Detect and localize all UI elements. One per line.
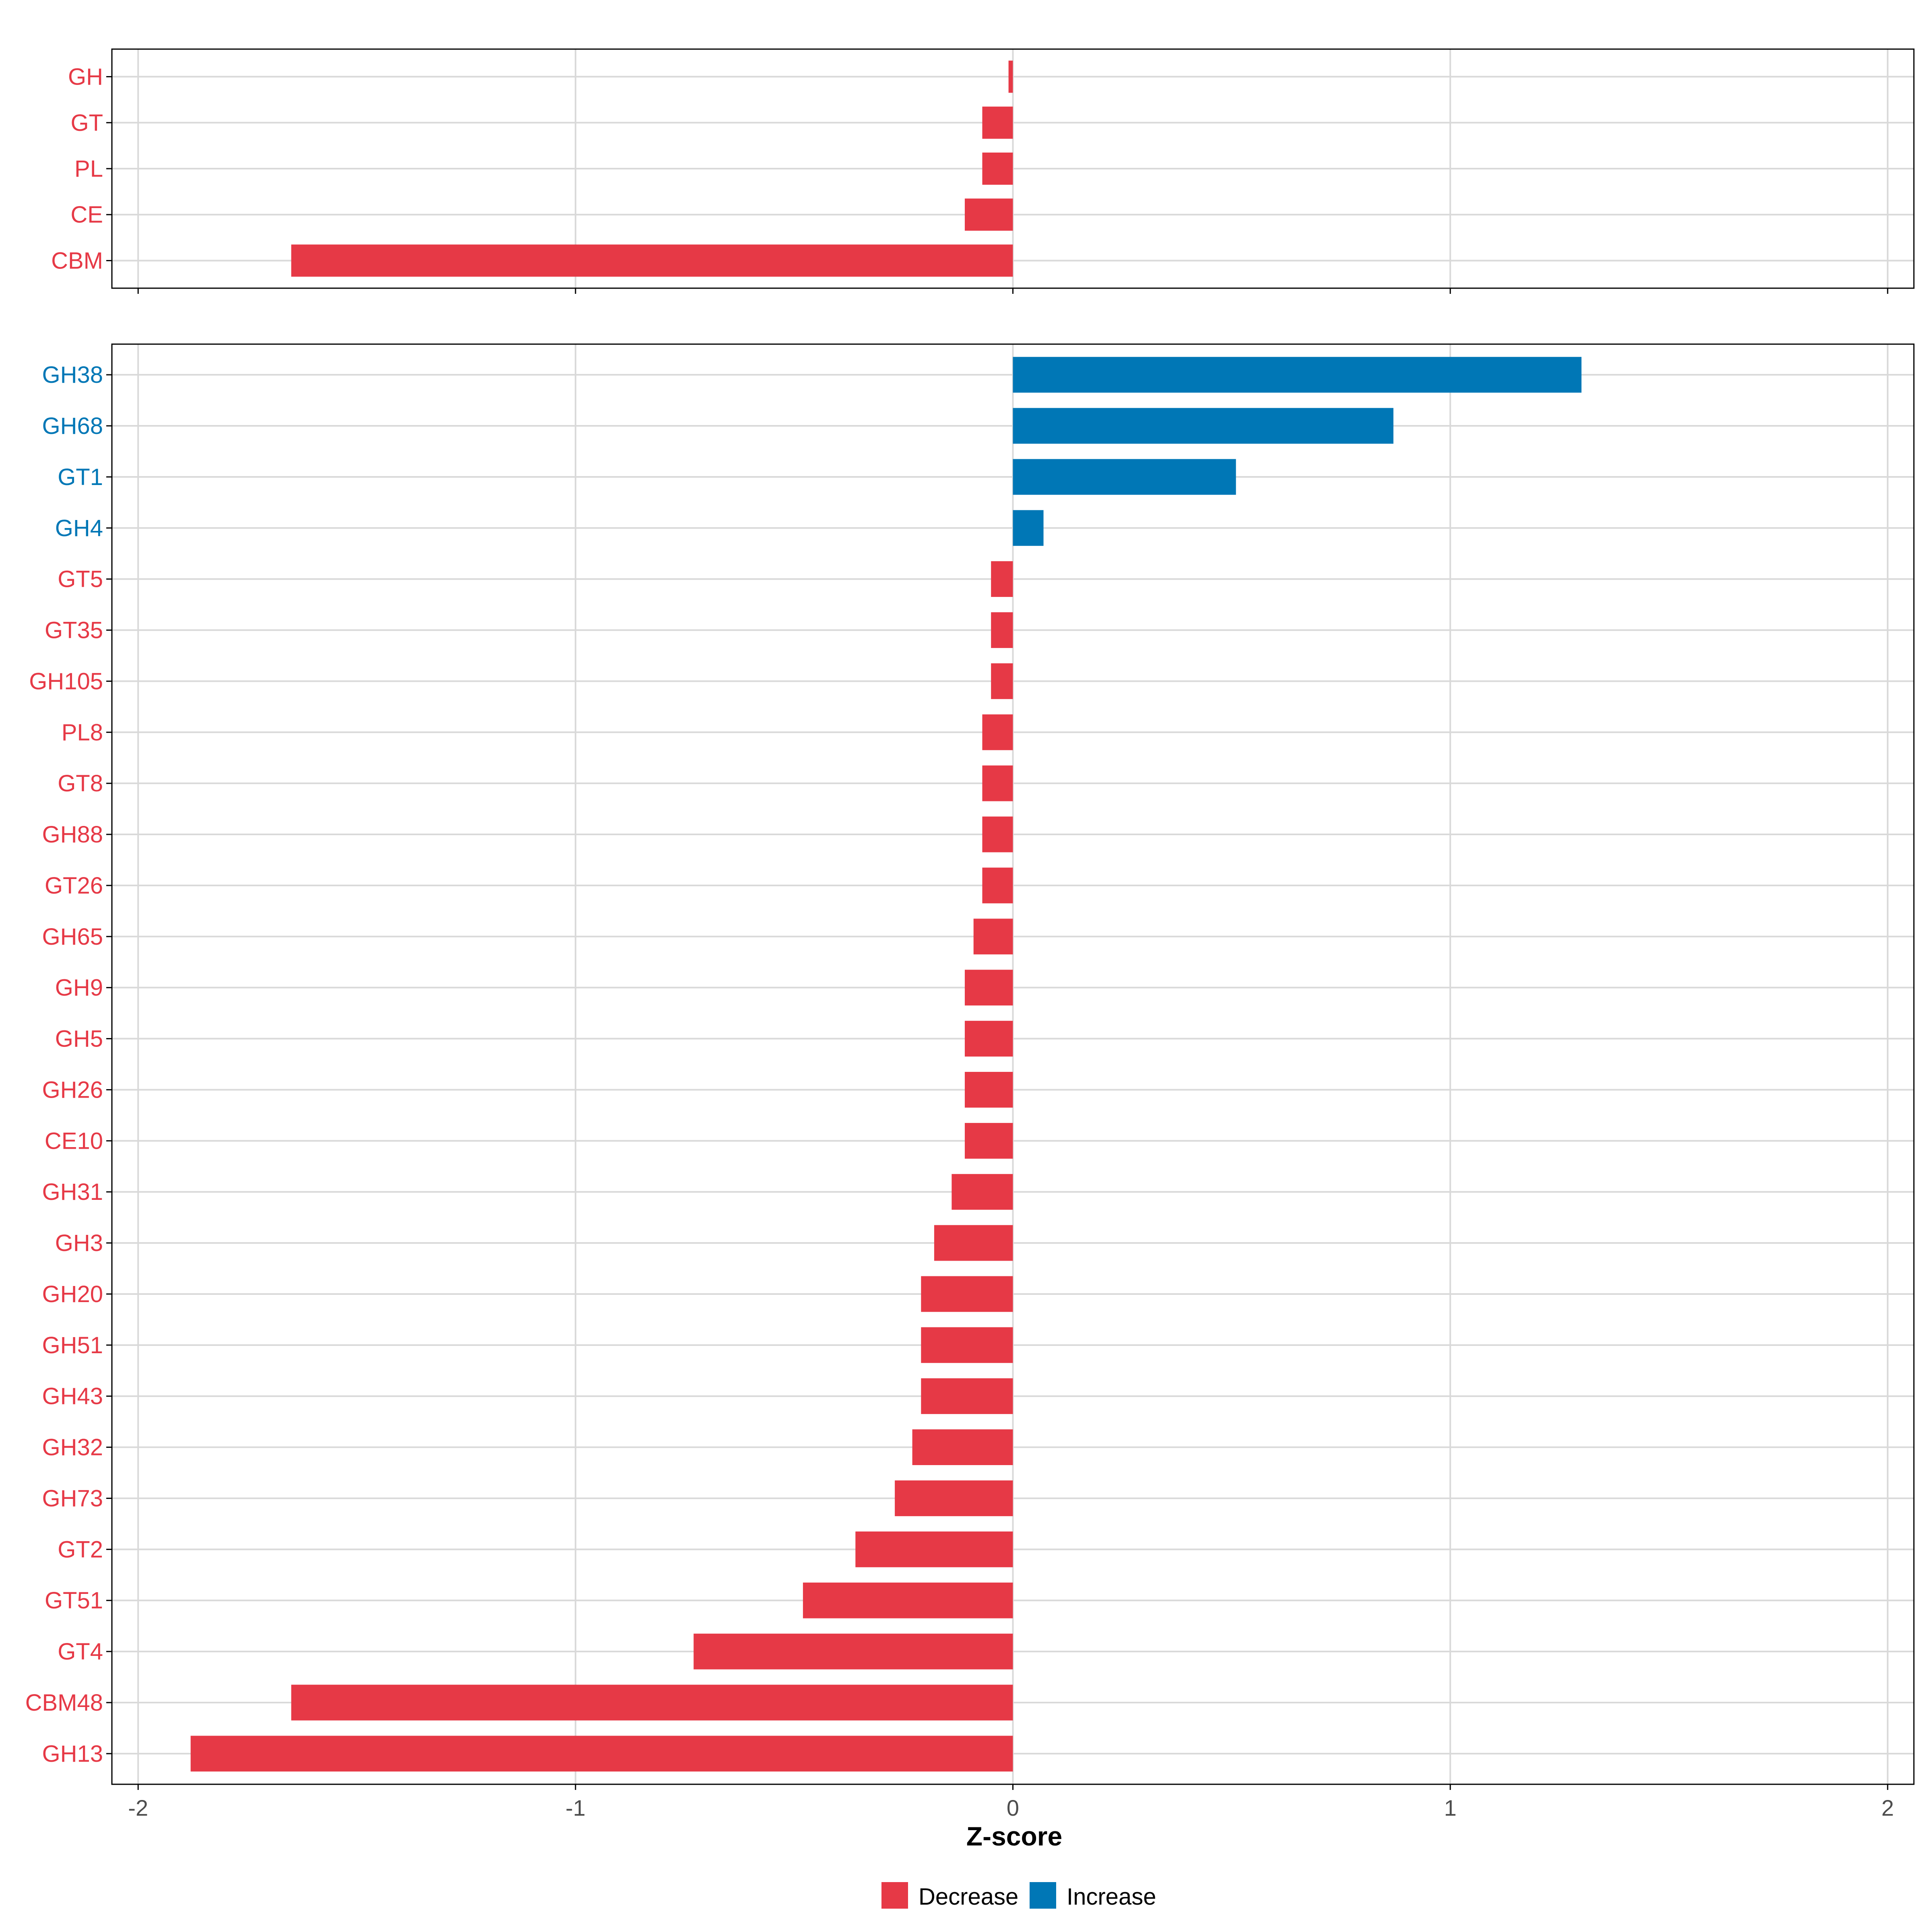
bar-cbm <box>291 244 1013 277</box>
bar-gh13 <box>190 1736 1013 1772</box>
y-label-gt8: GT8 <box>58 770 103 797</box>
y-label-gh105: GH105 <box>29 668 103 694</box>
x-axis-title: Z-score <box>966 1821 1062 1851</box>
y-label-gh31: GH31 <box>42 1179 103 1205</box>
y-label-gh9: GH9 <box>55 975 103 1001</box>
bar-gt51 <box>803 1582 1013 1618</box>
y-label-ce10: CE10 <box>45 1128 103 1154</box>
bar-gh73 <box>895 1480 1013 1516</box>
bottom-panel: GH38 GH68 GT1 GH4 GT5 GT35 GH105 PL8 GT8 GH88 GT26… <box>25 343 1915 1821</box>
top-panel: GH GT PL CE CBM <box>51 48 1915 294</box>
y-label-cbm48: CBM48 <box>25 1690 103 1716</box>
bar-ce10 <box>964 1123 1013 1159</box>
bar-gt4 <box>694 1633 1013 1670</box>
y-label-gh20: GH20 <box>42 1281 103 1307</box>
bar-gt1 <box>1013 459 1236 495</box>
y-label-gh68: GH68 <box>42 413 103 439</box>
bar-gh31 <box>952 1174 1013 1210</box>
y-label-pl: PL <box>74 156 103 182</box>
y-label-ce: CE <box>70 202 103 228</box>
y-label-gh3: GH3 <box>55 1230 103 1256</box>
bar-gh38 <box>1013 357 1582 393</box>
y-label-gt26: GT26 <box>45 873 103 899</box>
legend-swatch-decrease <box>881 1882 908 1909</box>
y-label-gh65: GH65 <box>42 924 103 950</box>
x-tick-label: 0 <box>1007 1795 1019 1821</box>
y-label-gt4: GT4 <box>58 1639 103 1665</box>
bar-ce <box>964 198 1013 231</box>
y-label-gh88: GH88 <box>42 822 103 848</box>
y-label-gt1: GT1 <box>58 464 103 490</box>
bar-gt8 <box>982 765 1013 801</box>
y-label-gh5: GH5 <box>55 1026 103 1052</box>
y-label-gh73: GH73 <box>42 1485 103 1511</box>
bar-gh26 <box>964 1072 1013 1108</box>
y-label-gh38: GH38 <box>42 362 103 388</box>
x-tick-label: 2 <box>1881 1795 1894 1821</box>
y-label-gh13: GH13 <box>42 1741 103 1767</box>
y-label-gh32: GH32 <box>42 1435 103 1461</box>
bar-gt35 <box>991 612 1013 648</box>
bar-gh51 <box>921 1327 1013 1363</box>
y-label-gt2: GT2 <box>58 1536 103 1563</box>
legend: Decrease Increase <box>881 1882 1156 1910</box>
x-tick-label: -2 <box>128 1795 148 1821</box>
x-tick-label: -1 <box>566 1795 586 1821</box>
y-label-gh4: GH4 <box>55 515 103 541</box>
bar-gh68 <box>1013 408 1393 444</box>
bar-cbm48 <box>291 1684 1013 1721</box>
bar-gh43 <box>921 1378 1013 1414</box>
bar-gh105 <box>991 663 1013 699</box>
y-label-gt51: GT51 <box>45 1587 103 1614</box>
bar-gh3 <box>934 1225 1013 1261</box>
bar-gh65 <box>973 919 1013 955</box>
y-label-gh26: GH26 <box>42 1077 103 1103</box>
bar-gt2 <box>855 1531 1013 1567</box>
y-label-gh43: GH43 <box>42 1383 103 1410</box>
bar-gh <box>1008 60 1013 93</box>
bar-pl8 <box>982 714 1013 750</box>
legend-label-decrease: Decrease <box>919 1884 1018 1910</box>
bar-gh4 <box>1013 510 1044 546</box>
y-label-gt5: GT5 <box>58 566 103 592</box>
bar-gh32 <box>912 1429 1013 1466</box>
bar-gt5 <box>991 561 1013 597</box>
x-tick-label: 1 <box>1444 1795 1457 1821</box>
y-label-gt: GT <box>70 110 103 136</box>
bar-gh5 <box>964 1021 1013 1057</box>
y-label-pl8: PL8 <box>62 719 103 745</box>
bar-gt <box>982 106 1013 139</box>
bar-gh20 <box>921 1276 1013 1312</box>
bar-gh88 <box>982 816 1013 852</box>
y-label-gt35: GT35 <box>45 617 103 644</box>
bar-gh9 <box>964 970 1013 1006</box>
y-label-gh: GH <box>68 64 103 90</box>
y-label-gh51: GH51 <box>42 1332 103 1358</box>
y-label-cbm: CBM <box>51 248 103 274</box>
legend-swatch-increase <box>1030 1882 1056 1909</box>
bar-pl <box>982 153 1013 185</box>
legend-label-increase: Increase <box>1067 1884 1156 1910</box>
bar-gt26 <box>982 867 1013 904</box>
